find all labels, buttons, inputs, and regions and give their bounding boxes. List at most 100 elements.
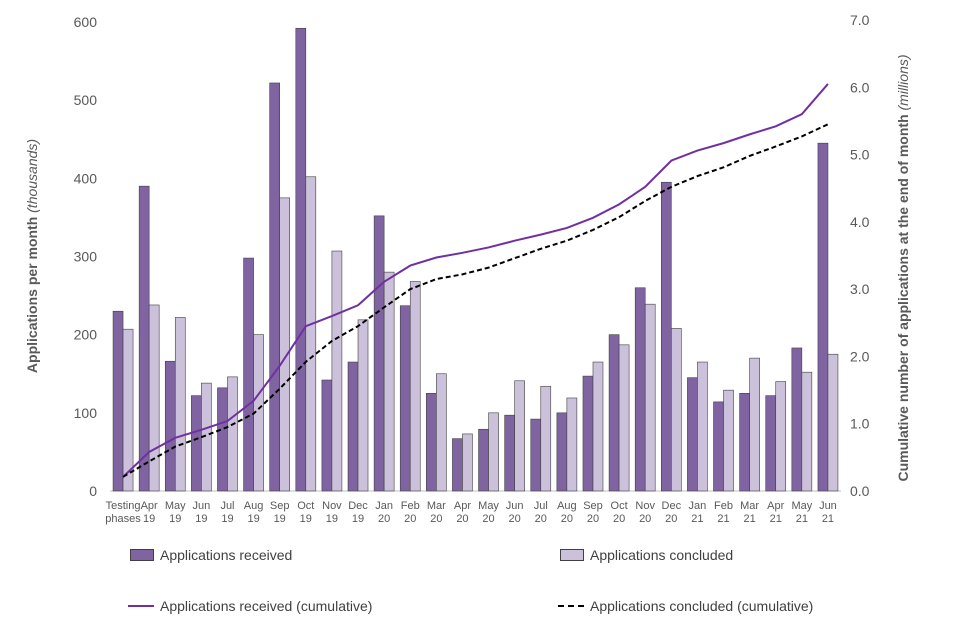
x-tick-label: May — [478, 500, 499, 512]
bar-received — [243, 257, 254, 492]
bar-received — [556, 412, 568, 492]
y-left-tick-label: 100 — [74, 405, 98, 421]
x-tick-label: Oct — [297, 500, 314, 512]
y-left-tick-label: 500 — [74, 92, 98, 108]
x-tick-label-year: 19 — [300, 513, 312, 525]
x-tick-label: Mar — [740, 500, 759, 512]
x-tick-label-year: 19 — [221, 513, 233, 525]
line-received-cumulative — [122, 83, 829, 478]
x-tick-label: Dec — [662, 500, 682, 512]
bar-received — [347, 361, 359, 492]
x-tick-label-year: 21 — [796, 513, 808, 525]
x-tick-label: May — [791, 500, 812, 512]
y-left-tick-label: 200 — [74, 327, 98, 343]
bar-received — [112, 310, 124, 492]
y-right-tick-label: 4.0 — [850, 214, 870, 230]
bar-concluded — [749, 357, 760, 492]
bar-received — [426, 392, 437, 492]
y-left-tick-label: 0 — [89, 483, 97, 499]
legend-swatch-received — [130, 549, 154, 561]
x-tick-label: Aug — [244, 500, 264, 512]
bar-concluded — [723, 389, 734, 492]
y-left-tick-label: 400 — [74, 170, 98, 186]
legend-label: Applications concluded (cumulative) — [590, 598, 814, 614]
bar-received — [739, 392, 750, 492]
x-tick-label-year: 20 — [665, 513, 677, 525]
x-tick-label: Jan — [689, 500, 707, 512]
bar-received — [817, 142, 829, 492]
x-tick-label: Oct — [611, 500, 628, 512]
y-right-tick-label: 0.0 — [850, 483, 870, 499]
x-tick-label-year: 20 — [639, 513, 651, 525]
bar-concluded — [279, 197, 290, 492]
x-tick-label: Feb — [714, 500, 733, 512]
y-right-tick-label: 3.0 — [850, 281, 870, 297]
x-tick-label-year: 21 — [770, 513, 782, 525]
bar-received — [504, 414, 515, 492]
bar-received — [608, 334, 620, 492]
y-left-tick-label: 600 — [74, 14, 98, 30]
x-tick-label-year: 20 — [535, 513, 547, 525]
x-tick-label: Sep — [583, 500, 603, 512]
x-tick-label: Nov — [635, 500, 655, 512]
bar-received — [713, 401, 724, 492]
x-tick-label: May — [165, 500, 186, 512]
bar-concluded — [697, 361, 708, 492]
x-tick-label-year: 20 — [587, 513, 599, 525]
bar-received — [217, 387, 228, 492]
bar-concluded — [827, 353, 839, 492]
bar-received — [765, 395, 777, 492]
line-concluded-cumulative — [122, 123, 829, 478]
x-tick-label-year: 21 — [691, 513, 703, 525]
x-tick-label-year: 19 — [143, 513, 155, 525]
bar-concluded — [671, 328, 682, 492]
x-tick-label-year: 19 — [352, 513, 364, 525]
bar-received — [321, 379, 333, 492]
x-tick-label-year: 20 — [482, 513, 494, 525]
y-left-axis-title: Applications per month (thousands) — [24, 139, 40, 373]
x-tick-label: Jun — [193, 500, 211, 512]
x-tick-label-year: 19 — [274, 513, 286, 525]
bar-concluded — [357, 319, 369, 492]
bar-concluded — [801, 371, 813, 492]
x-tick-label-year: 20 — [509, 513, 521, 525]
bar-received — [452, 438, 463, 492]
bar-concluded — [618, 344, 630, 492]
bar-received — [399, 305, 411, 492]
bar-concluded — [331, 250, 343, 492]
x-tick-label-year: 20 — [430, 513, 442, 525]
bar-concluded — [122, 328, 134, 492]
x-tick-label: Feb — [401, 500, 420, 512]
x-tick-label-year: 19 — [326, 513, 338, 525]
bar-received — [634, 287, 646, 492]
x-tick-label: Apr — [767, 500, 784, 512]
bar-concluded — [514, 380, 525, 492]
bar-concluded — [540, 385, 552, 492]
bar-received — [661, 181, 672, 492]
x-tick-label-year: 21 — [822, 513, 834, 525]
x-tick-label-year: phases — [105, 513, 141, 525]
x-tick-label: Sep — [270, 500, 290, 512]
x-tick-label: Apr — [454, 500, 471, 512]
bar-concluded — [436, 373, 447, 492]
x-tick-label-year: 19 — [169, 513, 181, 525]
bar-concluded — [305, 176, 317, 492]
x-tick-label: Apr — [141, 500, 158, 512]
x-tick-label-year: 21 — [717, 513, 729, 525]
legend-label: Applications received — [160, 547, 293, 563]
bar-received — [582, 375, 594, 492]
bar-concluded — [227, 376, 238, 492]
bar-concluded — [174, 317, 186, 492]
x-tick-label-year: 20 — [378, 513, 390, 525]
x-tick-label: Mar — [427, 500, 446, 512]
x-tick-label: Aug — [557, 500, 577, 512]
x-tick-label: Jun — [819, 500, 837, 512]
x-tick-label-year: 20 — [561, 513, 573, 525]
bar-concluded — [644, 303, 656, 492]
x-tick-label-year: 20 — [456, 513, 468, 525]
bar-concluded — [592, 361, 604, 492]
x-tick-label-year: 21 — [744, 513, 756, 525]
bar-concluded — [462, 433, 473, 492]
bar-concluded — [775, 381, 787, 492]
